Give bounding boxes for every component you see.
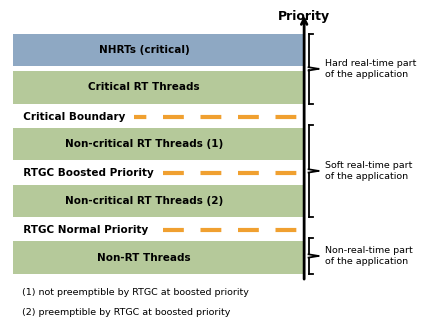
- Text: Non-RT Threads: Non-RT Threads: [97, 253, 191, 262]
- FancyBboxPatch shape: [13, 185, 304, 217]
- Text: Critical RT Threads: Critical RT Threads: [88, 83, 200, 92]
- Text: (1) not preemptible by RTGC at boosted priority: (1) not preemptible by RTGC at boosted p…: [22, 288, 249, 297]
- Text: RTGC Boosted Priority: RTGC Boosted Priority: [16, 168, 161, 178]
- Text: Priority: Priority: [278, 10, 330, 23]
- Text: Critical Boundary: Critical Boundary: [16, 112, 132, 122]
- Text: RTGC Normal Priority: RTGC Normal Priority: [16, 225, 155, 235]
- Text: Non-real-time part
of the application: Non-real-time part of the application: [325, 246, 413, 266]
- FancyBboxPatch shape: [13, 128, 304, 160]
- Text: Soft real-time part
of the application: Soft real-time part of the application: [325, 161, 412, 180]
- FancyBboxPatch shape: [13, 71, 304, 104]
- Text: Non-critical RT Threads (1): Non-critical RT Threads (1): [65, 139, 223, 149]
- Text: Hard real-time part
of the application: Hard real-time part of the application: [325, 59, 416, 78]
- Text: (2) preemptible by RTGC at boosted priority: (2) preemptible by RTGC at boosted prior…: [22, 308, 230, 317]
- FancyBboxPatch shape: [13, 241, 304, 274]
- FancyBboxPatch shape: [13, 34, 304, 66]
- Text: Non-critical RT Threads (2): Non-critical RT Threads (2): [65, 196, 223, 206]
- Text: NHRTs (critical): NHRTs (critical): [99, 45, 190, 55]
